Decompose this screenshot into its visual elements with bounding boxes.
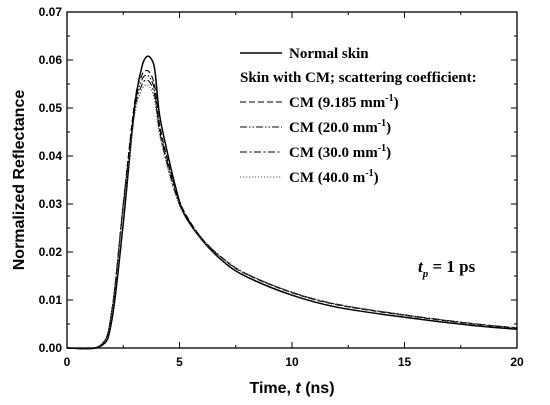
x-axis-title: Time, t (ns): [249, 380, 334, 397]
legend-label-text: CM (30.0 mm: [289, 145, 378, 161]
legend-label-0: Normal skin: [289, 46, 369, 62]
annotation-value: = 1 ps: [428, 257, 475, 276]
legend-label-close: ): [394, 95, 399, 111]
legend-label-text: CM (40.0 m: [289, 170, 366, 186]
y-tick-label: 0.02: [39, 245, 63, 259]
legend-heading: Skin with CM; scattering coefficient:: [240, 70, 477, 86]
annotation-symbol: t: [418, 257, 424, 276]
y-tick-label: 0.07: [39, 5, 63, 19]
y-axis-title: Normalized Reflectance: [11, 90, 28, 271]
legend-label-3: CM (30.0 mm-1): [289, 143, 391, 161]
y-tick-label: 0.03: [39, 197, 63, 211]
legend-label-close: ): [374, 170, 379, 186]
tick-labels: 0 5 10 15 20 0.00 0.01 0.02 0.03 0.04 0.05 0.06 0.07: [39, 5, 524, 369]
x-tick-label: 0: [64, 355, 71, 369]
x-axis-title-part-1: Time,: [249, 380, 295, 397]
x-tick-label: 15: [398, 355, 412, 369]
legend-label-1: CM (9.185 mm-1): [289, 93, 399, 111]
legend-label-superscript: -1: [385, 93, 393, 104]
y-tick-label: 0.06: [39, 53, 63, 67]
y-tick-label: 0.00: [39, 341, 63, 355]
legend: Normal skin Skin with CM; scattering coef…: [240, 46, 477, 186]
legend-label-text: Normal skin: [289, 46, 369, 62]
legend-label-4: CM (40.0 m-1): [289, 168, 379, 186]
y-tick-label: 0.04: [39, 149, 63, 163]
legend-label-superscript: -1: [378, 143, 386, 154]
x-axis-title-variable: t: [295, 380, 301, 397]
series-line-0: [66, 55, 518, 350]
legend-label-superscript: -1: [378, 118, 386, 129]
legend-label-2: CM (20.0 mm-1): [289, 118, 391, 136]
legend-label-close: ): [386, 145, 391, 161]
legend-label-superscript: -1: [365, 168, 373, 179]
plot-frame: [66, 11, 518, 349]
legend-label-text: CM (9.185 mm: [289, 95, 386, 111]
x-tick-label: 5: [176, 355, 183, 369]
annotation-subscript: p: [422, 268, 429, 280]
series-line-4: [66, 84, 518, 350]
y-tick-label: 0.01: [39, 293, 63, 307]
data-curves: [66, 55, 518, 350]
x-tick-label: 10: [285, 355, 299, 369]
pulse-width-annotation: tp = 1 ps: [418, 257, 476, 280]
legend-label-text: CM (20.0 mm: [289, 120, 378, 136]
legend-label-close: ): [386, 120, 391, 136]
x-tick-label: 20: [510, 355, 524, 369]
x-axis-title-part-2: (ns): [301, 380, 335, 397]
y-tick-label: 0.05: [39, 101, 63, 115]
